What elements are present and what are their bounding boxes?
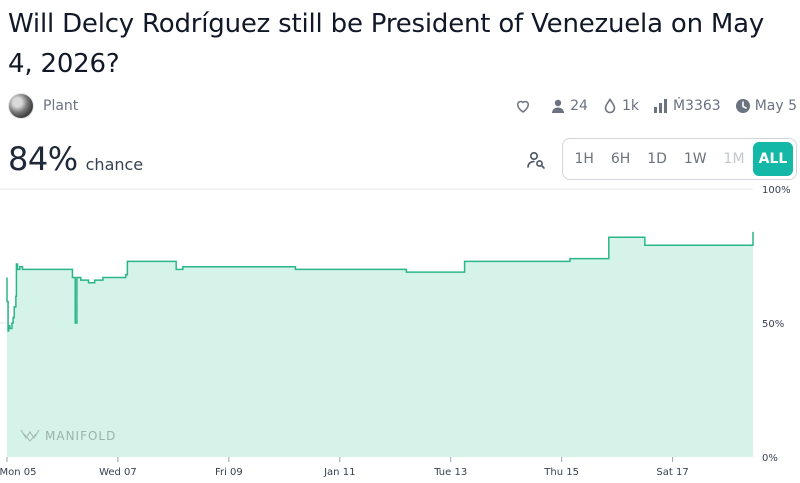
x-tick-label: Fri 09: [215, 467, 243, 478]
probability-chart-svg[interactable]: 100% 50% 0% Mon 05 Wed 07 Fri 09 Jan 11 Tue 13…: [0, 180, 800, 483]
y-tick-label: 100%: [762, 185, 791, 196]
traders-stat[interactable]: 24: [550, 98, 588, 114]
y-tick-label: 50%: [762, 319, 784, 330]
x-tick-label: Jan 11: [323, 467, 355, 478]
creator-name[interactable]: Plant: [43, 98, 79, 114]
probability-area: [7, 231, 753, 457]
traders-count: 24: [570, 98, 588, 114]
probability-label: chance: [85, 155, 144, 174]
creator-link[interactable]: Plant: [8, 92, 78, 120]
x-tick-label: Thu 15: [543, 467, 579, 478]
like-button[interactable]: [514, 97, 536, 115]
heart-icon[interactable]: [514, 97, 532, 115]
probability-chart[interactable]: 100% 50% 0% Mon 05 Wed 07 Fri 09 Jan 11 Tue 13…: [0, 180, 800, 483]
market-stats: 24 1k Ṁ3363 May 5: [514, 94, 797, 118]
liquidity-stat[interactable]: 1k: [602, 98, 639, 114]
range-6h-button[interactable]: 6H: [610, 151, 631, 167]
close-date: May 5: [754, 98, 797, 114]
probability-display: 84% chance: [8, 140, 143, 178]
close-date-stat[interactable]: May 5: [735, 98, 797, 114]
manifold-logo-icon: [20, 429, 40, 442]
y-tick-label: 0%: [762, 453, 778, 464]
x-tick-label: Mon 05: [0, 467, 37, 478]
range-1d-button[interactable]: 1D: [647, 151, 667, 167]
user-search-icon: [527, 151, 545, 169]
droplet-icon: [604, 98, 616, 114]
range-1w-button[interactable]: 1W: [683, 151, 707, 167]
creator-avatar[interactable]: [8, 93, 34, 119]
manifold-watermark-text: MANIFOLD: [45, 429, 116, 443]
bar-chart-icon: [653, 99, 667, 113]
user-search-button[interactable]: [524, 148, 548, 172]
manifold-watermark: MANIFOLD: [20, 429, 116, 443]
probability-line: [6, 231, 754, 332]
x-tick-label: Wed 07: [99, 467, 137, 478]
x-tick-label: Tue 13: [433, 467, 467, 478]
range-1h-button[interactable]: 1H: [574, 151, 594, 167]
range-all-button[interactable]: ALL: [753, 142, 793, 176]
user-icon: [552, 99, 565, 113]
volume-amount: Ṁ3363: [672, 98, 721, 114]
volume-stat[interactable]: Ṁ3363: [653, 98, 721, 114]
market-title: Will Delcy Rodríguez still be President …: [8, 9, 765, 79]
time-range-selector: 1H 6H 1D 1W 1M ALL: [562, 138, 797, 180]
liquidity-amount: 1k: [621, 98, 639, 114]
clock-icon: [735, 99, 750, 113]
x-tick-label: Sat 17: [656, 467, 688, 478]
probability-value: 84%: [8, 140, 78, 178]
range-1m-button: 1M: [723, 151, 745, 167]
